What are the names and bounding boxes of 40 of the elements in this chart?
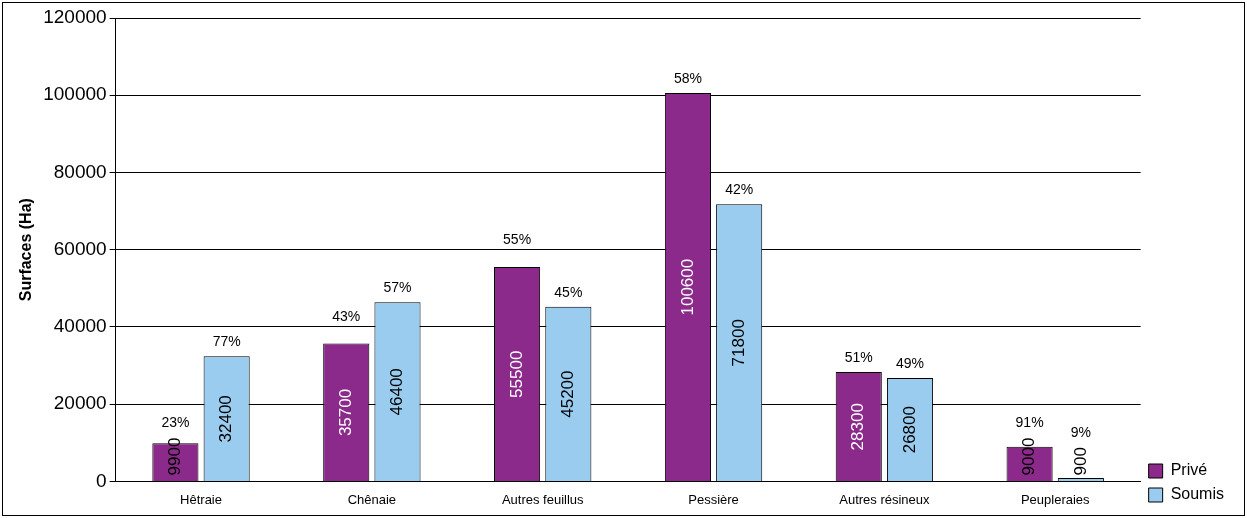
legend-label: Privé (1170, 461, 1208, 479)
data-label: 32400 (216, 395, 236, 443)
x-tick-label: Peupleraies (1020, 491, 1091, 507)
annotation: 51% (844, 348, 873, 365)
x-tick-label: Hêtraie (180, 491, 222, 507)
x-tick-label: Pessière (688, 491, 739, 507)
data-label: 55500 (506, 350, 526, 398)
legend-label: Soumis (1170, 485, 1225, 503)
annotation: 9% (1070, 423, 1091, 440)
y-tick-label: 100000 (43, 83, 107, 105)
annotation: 77% (212, 333, 241, 350)
data-label: 71800 (728, 319, 748, 367)
annotation: 23% (161, 414, 190, 431)
x-tick-label: Autres résineux (839, 491, 931, 507)
y-tick-label: 120000 (43, 6, 107, 28)
y-tick-label: 20000 (53, 392, 107, 414)
y-tick-label: 80000 (53, 160, 107, 182)
data-label: 900 (1070, 447, 1090, 476)
data-label: 100600 (677, 258, 697, 316)
y-tick-label: 40000 (53, 315, 107, 337)
x-tick-label: Chênaie (347, 491, 397, 507)
annotation: 42% (725, 180, 754, 197)
annotation: 57% (383, 279, 412, 296)
annotation: 58% (673, 69, 702, 86)
data-label: 46400 (387, 368, 407, 416)
annotation: 49% (896, 354, 925, 371)
data-label: 35700 (335, 388, 355, 437)
annotation: 55% (503, 230, 532, 247)
annotation: 43% (332, 307, 361, 324)
annotation: 45% (554, 283, 583, 300)
data-label: 45200 (558, 370, 578, 418)
x-tick-label: Autres feuillus (501, 491, 585, 507)
data-label: 28300 (848, 403, 868, 451)
data-label: 9900 (165, 437, 185, 476)
annotation: 91% (1015, 414, 1044, 431)
data-label: 9000 (1019, 437, 1039, 476)
y-axis-title: Surfaces (Ha) (17, 198, 35, 302)
y-tick-label: 0 (96, 469, 107, 491)
data-label: 26800 (899, 406, 919, 454)
y-tick-label: 60000 (53, 237, 107, 259)
